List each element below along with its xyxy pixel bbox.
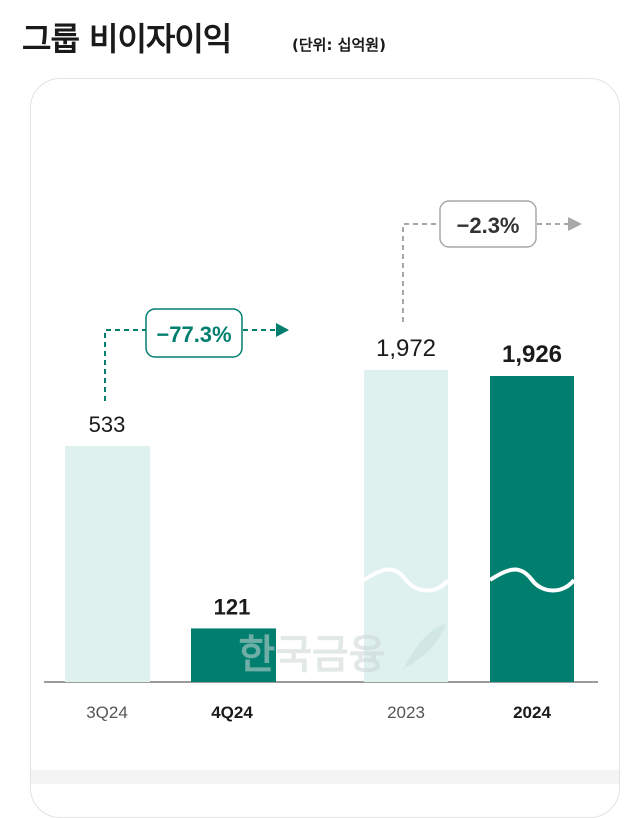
change-connector-quarterly [104,329,148,401]
axis-break-wave-2024 [488,567,576,593]
value-label-2023: 1,972 [376,335,436,362]
bar-2024 [490,376,574,682]
change-label-annual: −2.3% [457,213,520,238]
category-label-4Q24: 4Q24 [211,703,253,722]
axis-break-wave-2023 [362,567,450,593]
leaf-icon [404,624,446,668]
page-title: 그룹 비이자이익 [22,20,232,58]
category-label-3Q24: 3Q24 [86,703,128,722]
change-badge-quarterly [145,308,243,358]
change-connector-annual [402,223,440,322]
card-footer-strip [31,770,619,784]
category-label-2024: 2024 [513,703,551,722]
watermark-text: 한국금융 [238,632,385,678]
change-badge-annual [439,200,537,248]
value-label-4Q24: 121 [214,594,251,619]
change-label-quarterly: −77.3% [156,322,231,347]
category-label-2023: 2023 [387,703,425,722]
value-label-3Q24: 533 [89,412,126,437]
value-label-2024: 1,926 [502,341,562,368]
bar-4Q24 [191,628,276,682]
chart-canvas: 533 3Q24 121 4Q24 1,972 2023 1,926 2024 −77.3% −2… [44,200,598,722]
arrow-right-icon [276,323,289,337]
unit-label: (단위: 십억원) [292,36,386,54]
bar-3Q24 [65,446,150,682]
arrow-right-icon [568,217,582,231]
